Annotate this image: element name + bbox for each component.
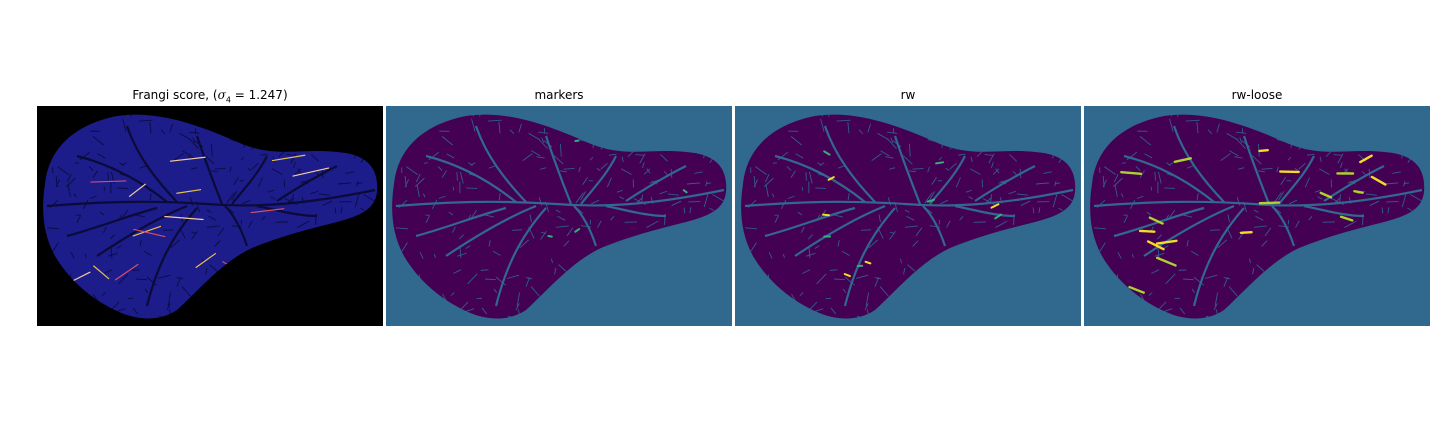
image-panel-rw <box>735 106 1081 326</box>
panel-title-rw-loose: rw-loose <box>1231 88 1283 102</box>
leaf-shape <box>741 114 1076 319</box>
title-suffix: = 1.247) <box>230 88 288 102</box>
image-panel-markers <box>386 106 732 326</box>
title-prefix: Frangi score, ( <box>132 88 218 102</box>
title-subscript: 4 <box>225 95 231 105</box>
panel-title-frangi: Frangi score, (σ4 = 1.247) <box>37 88 383 104</box>
leaf-image <box>1084 106 1430 326</box>
panel-title-markers: markers <box>534 88 584 102</box>
image-panel-frangi <box>37 106 383 326</box>
image-panel-rw-loose <box>1084 106 1430 326</box>
panel-title-rw: rw <box>900 88 916 102</box>
leaf-shape <box>1090 114 1425 319</box>
leaf-image <box>735 106 1081 326</box>
leaf-image <box>37 106 383 326</box>
leaf-image <box>386 106 732 326</box>
leaf-shape <box>43 114 378 319</box>
title-symbol: σ <box>217 88 226 102</box>
leaf-shape <box>392 114 727 319</box>
